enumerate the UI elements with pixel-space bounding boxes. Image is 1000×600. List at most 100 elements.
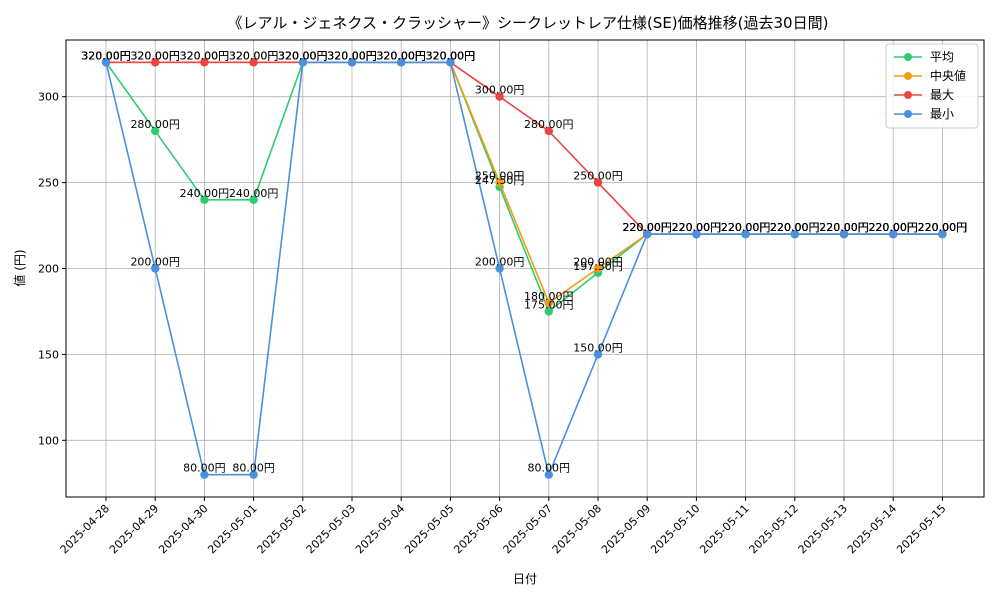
data-label: 180.00円: [524, 290, 574, 303]
data-label: 220.00円: [819, 221, 869, 234]
data-label: 220.00円: [622, 221, 672, 234]
data-label: 320.00円: [426, 49, 476, 62]
data-point: [593, 178, 603, 187]
x-tick-label: 2025-05-10: [648, 502, 702, 556]
data-label: 220.00円: [622, 221, 672, 234]
series-4: [101, 58, 947, 479]
y-tick-label: 200: [38, 263, 59, 276]
data-label: 320.00円: [130, 49, 180, 62]
x-tick-label: 2025-05-04: [353, 502, 407, 556]
data-point: [692, 229, 701, 239]
data-point: [544, 307, 553, 316]
data-label: 200.00円: [573, 256, 623, 269]
data-label: 220.00円: [770, 221, 820, 234]
data-label: 220.00円: [868, 221, 918, 234]
data-label: 320.00円: [278, 49, 328, 62]
data-label: 220.00円: [868, 221, 918, 234]
x-tick-label: 2025-05-05: [402, 502, 456, 556]
legend-box: [885, 43, 979, 129]
data-label: 80.00円: [232, 462, 275, 475]
y-tick-label: 250: [38, 177, 59, 190]
data-label: 320.00円: [376, 49, 426, 62]
data-label: 220.00円: [918, 221, 968, 234]
legend-marker: [904, 72, 912, 80]
y-axis-label: 値 (円): [12, 249, 27, 286]
data-point: [200, 470, 209, 479]
data-point: [889, 229, 898, 239]
legend-label: 最大: [930, 88, 954, 102]
data-point: [790, 229, 799, 239]
data-point: [741, 229, 750, 239]
data-label: 247.50円: [475, 174, 525, 187]
data-point: [544, 126, 553, 136]
data-point: [101, 58, 111, 67]
data-label: 320.00円: [376, 49, 426, 62]
x-tick-label: 2025-05-15: [894, 502, 948, 556]
data-point: [151, 58, 160, 67]
data-label: 220.00円: [622, 221, 672, 234]
data-point: [397, 58, 406, 67]
data-label: 280.00円: [130, 118, 180, 131]
data-point: [495, 264, 504, 273]
data-point: [200, 58, 209, 67]
data-point: [298, 58, 307, 67]
data-label: 320.00円: [426, 49, 476, 62]
data-label: 320.00円: [327, 49, 377, 62]
data-label: 320.00円: [229, 49, 279, 62]
data-point: [249, 195, 258, 204]
legend-label: 中央値: [930, 68, 966, 83]
data-label: 220.00円: [819, 221, 869, 234]
series-layer: [101, 58, 947, 479]
y-tick-label: 300: [38, 91, 59, 104]
x-tick-label: 2025-05-09: [599, 502, 653, 556]
data-point: [200, 195, 209, 204]
data-point: [249, 470, 258, 479]
data-label: 220.00円: [868, 221, 918, 234]
data-label: 320.00円: [278, 49, 328, 62]
data-label: 220.00円: [672, 221, 722, 234]
data-label: 320.00円: [426, 49, 476, 62]
data-label: 80.00円: [528, 462, 571, 475]
data-label: 280.00円: [524, 118, 574, 131]
legend-marker: [904, 53, 912, 61]
data-point: [839, 229, 849, 239]
data-label: 220.00円: [672, 221, 722, 234]
data-label: 220.00円: [622, 221, 672, 234]
data-label: 200.00円: [475, 256, 525, 269]
data-label: 250.00円: [475, 170, 525, 183]
x-tick-label: 2025-05-02: [255, 502, 309, 556]
data-label: 220.00円: [721, 221, 771, 234]
data-label: 220.00円: [672, 221, 722, 234]
data-point: [643, 229, 652, 239]
data-point: [495, 178, 504, 187]
data-label: 320.00円: [278, 49, 328, 62]
x-tick-label: 2025-05-08: [550, 502, 604, 556]
data-label: 320.00円: [376, 49, 426, 62]
x-tick-label: 2025-05-01: [205, 502, 259, 556]
x-tick-label: 2025-05-11: [697, 502, 751, 556]
data-point: [495, 92, 504, 101]
legend-item: 最小: [894, 107, 954, 121]
data-label: 197.50円: [573, 260, 623, 273]
data-label: 320.00円: [278, 49, 328, 62]
x-tick-label: 2025-05-03: [304, 502, 358, 556]
data-point: [938, 229, 947, 239]
data-point: [446, 58, 455, 67]
y-tick-label: 150: [38, 348, 59, 361]
series-line: [105, 61, 943, 478]
data-point: [544, 470, 553, 479]
legend-label: 最小: [930, 107, 954, 121]
data-label: 320.00円: [327, 49, 377, 62]
data-label: 220.00円: [672, 221, 722, 234]
x-tick-label: 2025-04-30: [156, 502, 210, 556]
x-tick-label: 2025-05-14: [845, 502, 899, 556]
x-tick-label: 2025-05-07: [501, 502, 555, 556]
data-point: [544, 298, 553, 308]
data-label: 220.00円: [721, 221, 771, 234]
data-label: 220.00円: [770, 221, 820, 234]
x-axis-label: 日付: [513, 572, 537, 586]
data-label: 220.00円: [868, 221, 918, 234]
data-label: 220.00円: [721, 221, 771, 234]
data-label: 220.00円: [721, 221, 771, 234]
